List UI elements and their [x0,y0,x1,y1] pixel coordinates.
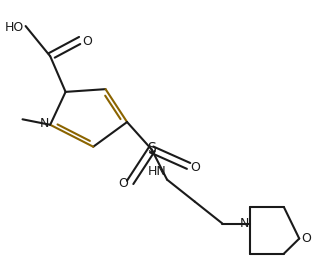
Text: S: S [147,141,156,155]
Text: HO: HO [5,21,24,34]
Text: N: N [240,217,249,230]
Text: N: N [39,117,49,130]
Text: O: O [82,35,92,48]
Text: HN: HN [147,165,166,178]
Text: O: O [119,177,129,190]
Text: O: O [190,161,200,174]
Text: O: O [301,232,311,245]
